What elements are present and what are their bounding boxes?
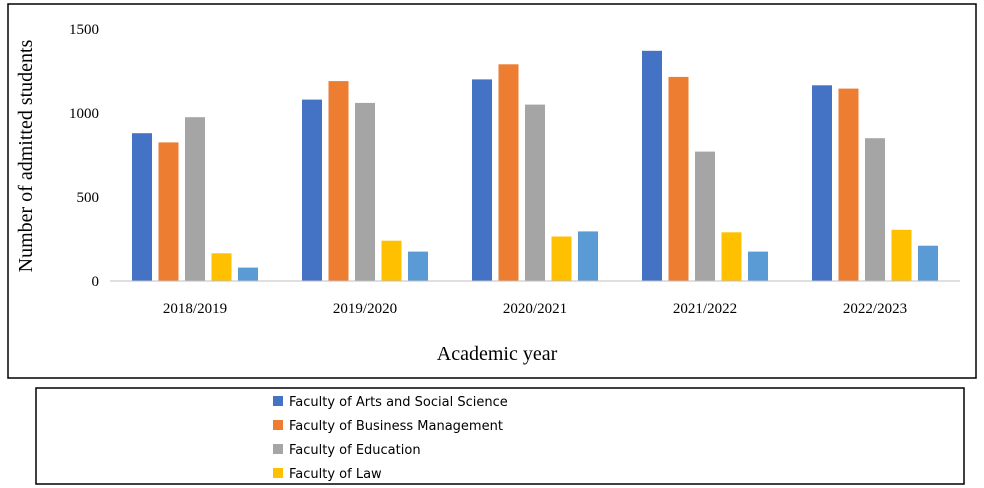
x-tick-label-2: 2020/2021 bbox=[503, 301, 567, 317]
bar-s1-c1 bbox=[328, 81, 349, 281]
bar-s4-c0 bbox=[238, 267, 258, 281]
bar-s4-c1 bbox=[408, 251, 428, 281]
legend-swatch-1 bbox=[273, 420, 283, 430]
x-tick-label-4: 2022/2023 bbox=[843, 301, 907, 317]
bar-s1-c0 bbox=[158, 142, 179, 281]
bar-s3-c1 bbox=[381, 240, 402, 281]
bar-s2-c3 bbox=[695, 151, 715, 281]
bar-s2-c1 bbox=[355, 102, 375, 282]
y-tick-label-1: 500 bbox=[77, 190, 100, 206]
legend-swatch-0 bbox=[273, 396, 283, 406]
y-tick-label-0: 0 bbox=[92, 274, 100, 290]
bar-s2-c4 bbox=[865, 138, 885, 281]
x-tick-label-0: 2018/2019 bbox=[163, 301, 227, 317]
bar-s3-c0 bbox=[211, 253, 232, 281]
bar-s1-c4 bbox=[838, 88, 859, 281]
legend: Faculty of Arts and Social Science Facult… bbox=[273, 395, 508, 482]
bar-s4-c2 bbox=[578, 231, 598, 281]
bar-s1-c2 bbox=[498, 64, 519, 281]
bar-s0-c0 bbox=[132, 133, 152, 281]
bar-s0-c3 bbox=[642, 50, 662, 281]
bar-s3-c3 bbox=[721, 232, 742, 281]
legend-frame bbox=[35, 387, 965, 485]
bar-s3-c4 bbox=[891, 229, 912, 281]
x-axis-title: Academic year bbox=[437, 343, 558, 365]
legend-label-2: Faculty of Education bbox=[289, 443, 421, 458]
bar-s4-c3 bbox=[748, 251, 768, 281]
legend-swatch-3 bbox=[273, 468, 283, 478]
bar-s1-c3 bbox=[668, 76, 689, 282]
bar-s0-c2 bbox=[472, 79, 492, 282]
y-axis-title: Number of admitted students bbox=[15, 39, 37, 272]
legend-label-0: Faculty of Arts and Social Science bbox=[289, 395, 508, 410]
bars bbox=[132, 50, 938, 282]
bar-s2-c0 bbox=[185, 117, 205, 281]
legend-label-3: Faculty of Law bbox=[289, 467, 382, 482]
x-tick-label-3: 2021/2022 bbox=[673, 301, 737, 317]
x-axis: 2018/2019 2019/2020 2020/2021 2021/2022 2022… bbox=[163, 301, 907, 317]
bar-s2-c2 bbox=[525, 104, 545, 281]
x-tick-label-1: 2019/2020 bbox=[333, 301, 397, 317]
bar-s4-c4 bbox=[918, 245, 938, 281]
bar-s0-c4 bbox=[812, 85, 832, 281]
y-tick-label-2: 1000 bbox=[69, 106, 99, 122]
bar-s0-c1 bbox=[302, 99, 322, 281]
y-tick-label-3: 1500 bbox=[69, 22, 99, 38]
y-axis: 0 500 1000 1500 bbox=[69, 22, 99, 290]
legend-label-1: Faculty of Business Management bbox=[289, 419, 503, 434]
bar-s3-c2 bbox=[551, 236, 572, 281]
legend-swatch-2 bbox=[273, 444, 283, 454]
